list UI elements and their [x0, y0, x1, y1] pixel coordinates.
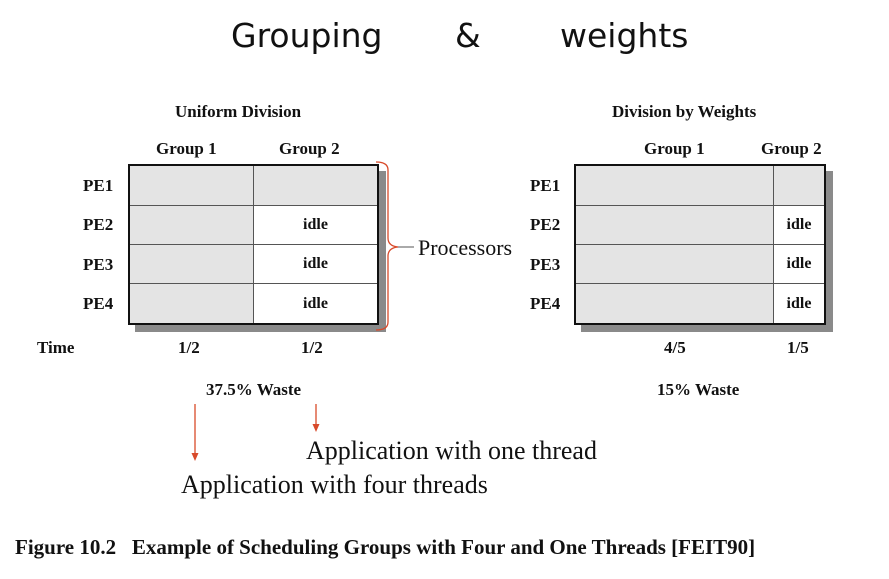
title-word-grouping: Grouping	[231, 16, 383, 55]
four-threads-arrowhead	[191, 453, 199, 461]
group1-cell	[130, 166, 254, 206]
left-waste-label: 37.5% Waste	[206, 380, 302, 399]
four-threads-annotation: Application with four threads	[181, 470, 488, 499]
left-group1-header: Group 1	[156, 139, 217, 158]
left-group2-header: Group 2	[279, 139, 340, 158]
group1-cell	[576, 166, 774, 206]
group1-cell	[576, 284, 774, 323]
left-row-label: PE3	[83, 255, 114, 274]
group1-cell	[130, 206, 254, 245]
group1-cell	[576, 206, 774, 245]
one-thread-annotation: Application with one thread	[306, 436, 597, 465]
weighted-division-title: Division by Weights	[612, 102, 757, 121]
idle-cell: idle	[774, 284, 824, 323]
left-row-label: PE2	[83, 215, 114, 234]
idle-cell: idle	[254, 245, 377, 284]
title-word-weights: weights	[560, 16, 689, 55]
group1-cell	[130, 284, 254, 323]
title-ampersand: &	[455, 16, 481, 55]
right-row-label: PE3	[530, 255, 561, 274]
right-row-label: PE1	[530, 176, 561, 195]
one-thread-arrowhead	[312, 424, 320, 432]
left-time-group1: 1/2	[178, 338, 200, 357]
idle-cell: idle	[254, 284, 377, 323]
right-time-group1: 4/5	[664, 338, 686, 357]
idle-cell: idle	[254, 206, 377, 245]
idle-cell: idle	[774, 206, 824, 245]
figure-caption: Figure 10.2 Example of Scheduling Groups…	[15, 535, 756, 559]
group1-cell	[130, 245, 254, 284]
right-group2-header: Group 2	[761, 139, 822, 158]
uniform-division-grid: idle idle idle	[128, 164, 379, 325]
right-time-group2: 1/5	[787, 338, 809, 357]
right-row-label: PE4	[530, 294, 561, 313]
idle-cell: idle	[774, 245, 824, 284]
processors-bracket	[375, 161, 399, 331]
uniform-division-title: Uniform Division	[175, 102, 302, 121]
right-group1-header: Group 1	[644, 139, 705, 158]
time-label: Time	[37, 338, 75, 357]
weighted-division-grid: idle idle idle	[574, 164, 826, 325]
right-row-label: PE2	[530, 215, 561, 234]
left-time-group2: 1/2	[301, 338, 323, 357]
group2-cell	[254, 166, 377, 206]
group2-cell	[774, 166, 824, 206]
right-waste-label: 15% Waste	[657, 380, 740, 399]
processors-label: Processors	[418, 235, 513, 260]
left-row-label: PE4	[83, 294, 114, 313]
left-row-label: PE1	[83, 176, 114, 195]
group1-cell	[576, 245, 774, 284]
